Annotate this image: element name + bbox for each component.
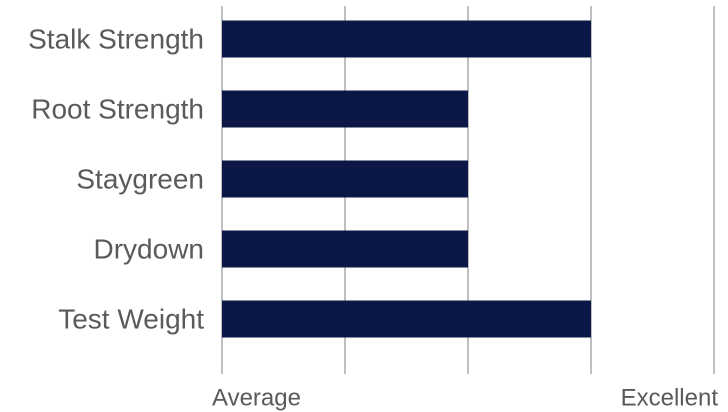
bar-4: [222, 300, 591, 338]
x-axis-tick-labels: Average Excellent: [212, 385, 718, 412]
category-label-3: Drydown: [94, 234, 204, 265]
category-labels: Stalk Strength Root Strength Staygreen Dryd…: [28, 24, 204, 335]
category-label-0: Stalk Strength: [28, 24, 204, 55]
x-tick-label-4: Excellent: [621, 385, 719, 412]
bar-2: [222, 160, 468, 198]
x-tick-label-0: Average: [212, 385, 301, 412]
category-label-4: Test Weight: [58, 304, 204, 335]
category-label-1: Root Strength: [31, 94, 204, 125]
bar-1: [222, 90, 468, 128]
bar-3: [222, 230, 468, 268]
bars: [222, 20, 591, 338]
bar-0: [222, 20, 591, 58]
category-label-2: Staygreen: [76, 164, 204, 195]
